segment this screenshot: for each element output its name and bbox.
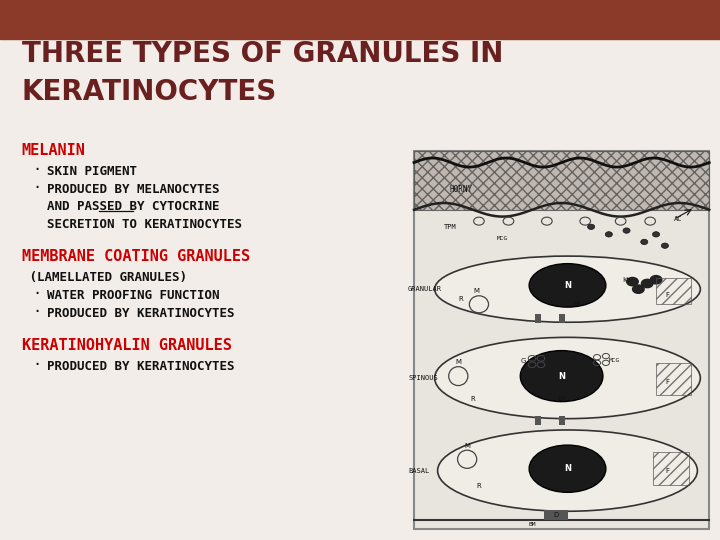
Ellipse shape: [435, 256, 701, 322]
Text: ER: ER: [557, 396, 566, 402]
Circle shape: [641, 239, 648, 245]
Text: WATER PROOFING FUNCTION: WATER PROOFING FUNCTION: [47, 289, 220, 302]
Circle shape: [649, 275, 662, 285]
Text: ·: ·: [32, 162, 42, 177]
Text: HORNY: HORNY: [449, 185, 472, 193]
Text: MCG: MCG: [609, 359, 621, 363]
Text: R: R: [471, 396, 475, 402]
Bar: [535, 314, 541, 323]
Circle shape: [662, 243, 668, 248]
Bar: [656, 363, 691, 395]
Text: THREE TYPES OF GRANULES IN: THREE TYPES OF GRANULES IN: [22, 40, 503, 69]
Circle shape: [626, 276, 639, 287]
Text: BASAL: BASAL: [408, 468, 429, 474]
Circle shape: [632, 284, 645, 294]
Text: PRODUCED BY KERATINOCYTES: PRODUCED BY KERATINOCYTES: [47, 360, 234, 373]
Text: M: M: [455, 359, 462, 364]
Bar: [559, 416, 564, 426]
Text: KERATINOHYALIN GRANULES: KERATINOHYALIN GRANULES: [22, 338, 231, 353]
Text: GRANULAR: GRANULAR: [408, 286, 442, 292]
Ellipse shape: [529, 445, 606, 492]
Text: PRODUCED BY KERATINOCYTES: PRODUCED BY KERATINOCYTES: [47, 307, 234, 320]
Ellipse shape: [529, 264, 606, 307]
Text: KERATINOCYTES: KERATINOCYTES: [22, 78, 277, 106]
Text: SPINOUS: SPINOUS: [408, 375, 438, 381]
Text: F: F: [666, 468, 670, 474]
Text: SKIN PIGMENT: SKIN PIGMENT: [47, 165, 137, 178]
Text: MCG: MCG: [497, 235, 508, 241]
Text: MELANIN: MELANIN: [22, 143, 86, 158]
Text: F: F: [666, 292, 670, 298]
Text: N: N: [564, 464, 571, 473]
Bar: [414, 151, 709, 529]
Text: R: R: [477, 483, 481, 489]
Text: ·: ·: [32, 304, 42, 319]
Circle shape: [652, 232, 660, 237]
Circle shape: [588, 224, 595, 230]
Text: G: G: [521, 358, 526, 364]
Text: ·: ·: [32, 286, 42, 301]
Bar: [656, 278, 691, 304]
Bar: [535, 416, 541, 426]
Text: (LAMELLATED GRANULES): (LAMELLATED GRANULES): [22, 271, 186, 284]
Text: kh: kh: [622, 276, 631, 283]
Text: M: M: [464, 443, 470, 449]
Circle shape: [623, 228, 630, 233]
Text: D: D: [553, 512, 558, 518]
Circle shape: [641, 279, 654, 288]
Text: SECRETION TO KERATINOCYTES: SECRETION TO KERATINOCYTES: [47, 218, 242, 231]
Text: F: F: [666, 379, 670, 385]
Text: ·: ·: [32, 180, 42, 195]
Bar: [0, 0, 720, 39]
Text: ·: ·: [32, 357, 42, 372]
Text: TPM: TPM: [444, 224, 456, 230]
Bar: [653, 453, 688, 484]
Bar: [559, 314, 564, 323]
Bar: [544, 510, 567, 519]
Text: N: N: [558, 372, 565, 381]
Text: R: R: [459, 295, 464, 302]
Text: AC: AC: [674, 216, 683, 222]
Text: AND PASSED BY CYTOCRINE: AND PASSED BY CYTOCRINE: [47, 200, 220, 213]
Ellipse shape: [435, 338, 701, 418]
Ellipse shape: [521, 350, 603, 402]
Circle shape: [606, 232, 613, 237]
Text: N: N: [564, 281, 571, 290]
Text: BM: BM: [528, 522, 536, 527]
Bar: [414, 151, 709, 210]
Text: M: M: [473, 288, 479, 294]
Text: PRODUCED BY MELANOCYTES: PRODUCED BY MELANOCYTES: [47, 183, 220, 195]
Ellipse shape: [438, 430, 698, 511]
Text: ER: ER: [572, 301, 580, 307]
Text: MEMBRANE COATING GRANULES: MEMBRANE COATING GRANULES: [22, 249, 250, 265]
